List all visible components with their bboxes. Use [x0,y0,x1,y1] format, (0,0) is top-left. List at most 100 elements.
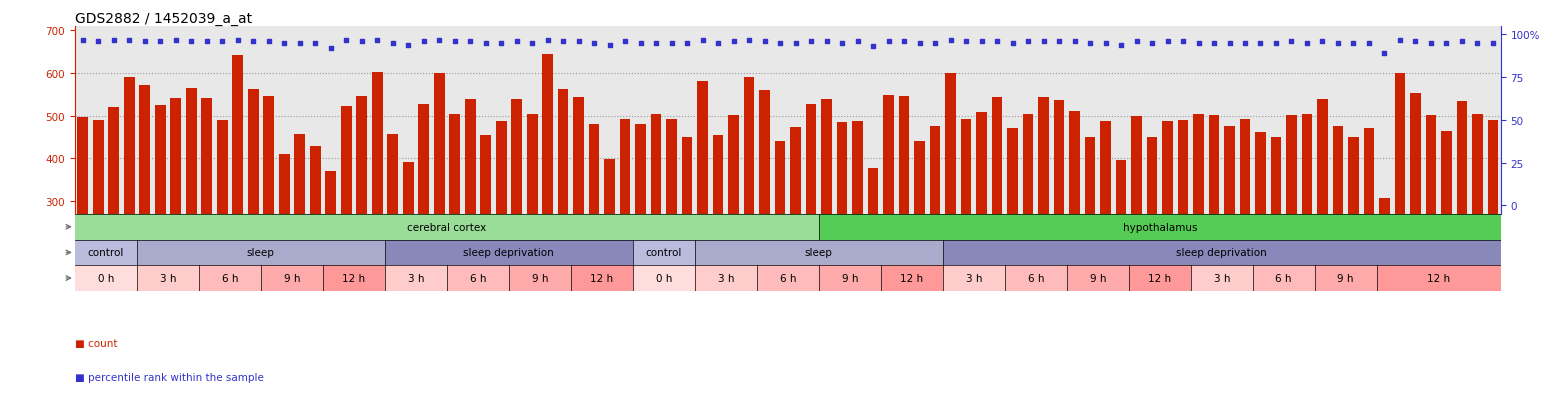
Point [1170,39,1195,45]
Bar [387,135,398,214]
Text: 12 h: 12 h [900,273,924,283]
Bar [1193,114,1204,214]
Point [674,40,699,47]
Bar [1100,122,1111,214]
Bar [512,99,523,214]
Point [1264,40,1289,47]
Bar [418,105,429,214]
Point [535,37,560,44]
Bar [1377,266,1501,291]
Point [1310,39,1335,45]
Bar [1225,127,1236,214]
Point [1047,39,1072,45]
Bar [1426,116,1437,214]
Text: 12 h: 12 h [1148,273,1172,283]
Text: 12 h: 12 h [342,273,365,283]
Point [1357,40,1382,47]
Text: 6 h: 6 h [470,273,487,283]
Point [209,39,234,45]
Bar [154,106,165,214]
Bar [446,266,509,291]
Point [1248,40,1273,47]
Bar [942,240,1501,266]
Bar [942,266,1005,291]
Bar [867,169,878,214]
Text: control: control [87,248,125,258]
Point [457,39,482,45]
Point [1279,39,1304,45]
Point [1000,40,1025,47]
Bar [261,266,323,291]
Bar [1162,121,1173,214]
Point [551,39,576,45]
Bar [571,266,633,291]
Bar [588,125,599,214]
Point [179,39,204,45]
Point [953,39,978,45]
Point [1480,40,1505,47]
Bar [340,107,351,214]
Text: 6 h: 6 h [1276,273,1292,283]
Point [597,42,622,49]
Text: sleep: sleep [805,248,833,258]
Bar [977,113,987,214]
Bar [1005,266,1067,291]
Point [365,37,390,44]
Bar [744,78,755,214]
Point [922,40,947,47]
Point [133,39,158,45]
Bar [1457,102,1468,214]
Point [1342,40,1367,47]
Point [736,37,761,44]
Bar [651,115,661,214]
Point [334,37,359,44]
Point [193,39,218,45]
Bar [1332,127,1343,214]
Text: 9 h: 9 h [532,273,548,283]
Bar [819,214,1501,240]
Point [349,39,374,45]
Text: hypothalamus: hypothalamus [1123,222,1197,232]
Point [1434,40,1459,47]
Point [1186,40,1211,47]
Bar [604,159,615,214]
Text: 3 h: 3 h [718,273,735,283]
Point [1094,40,1119,47]
Point [225,37,250,44]
Text: cerebral cortex: cerebral cortex [407,222,487,232]
Point [783,40,808,47]
Text: 6 h: 6 h [222,273,239,283]
Point [271,40,296,47]
Bar [1023,114,1033,214]
Bar [992,97,1003,214]
Bar [1037,98,1048,214]
Bar [789,128,800,214]
Bar [914,142,925,214]
Bar [1301,114,1312,214]
Bar [945,74,956,214]
Bar [1256,133,1265,214]
Bar [1067,266,1129,291]
Point [629,40,654,47]
Point [566,39,591,45]
Point [240,39,265,45]
Point [1016,39,1041,45]
Point [799,39,824,45]
Point [969,39,994,45]
Text: sleep deprivation: sleep deprivation [1176,248,1267,258]
Bar [198,266,261,291]
Bar [170,99,181,214]
Text: 3 h: 3 h [407,273,424,283]
Text: ■ percentile rank within the sample: ■ percentile rank within the sample [75,372,264,382]
Point [644,40,669,47]
Point [70,37,95,44]
Point [287,40,312,47]
Point [846,39,870,45]
Text: 12 h: 12 h [590,273,613,283]
Bar [697,82,708,214]
Point [303,40,328,47]
Point [1387,37,1412,44]
Text: sleep: sleep [246,248,275,258]
Bar [1395,74,1406,214]
Point [582,40,607,47]
